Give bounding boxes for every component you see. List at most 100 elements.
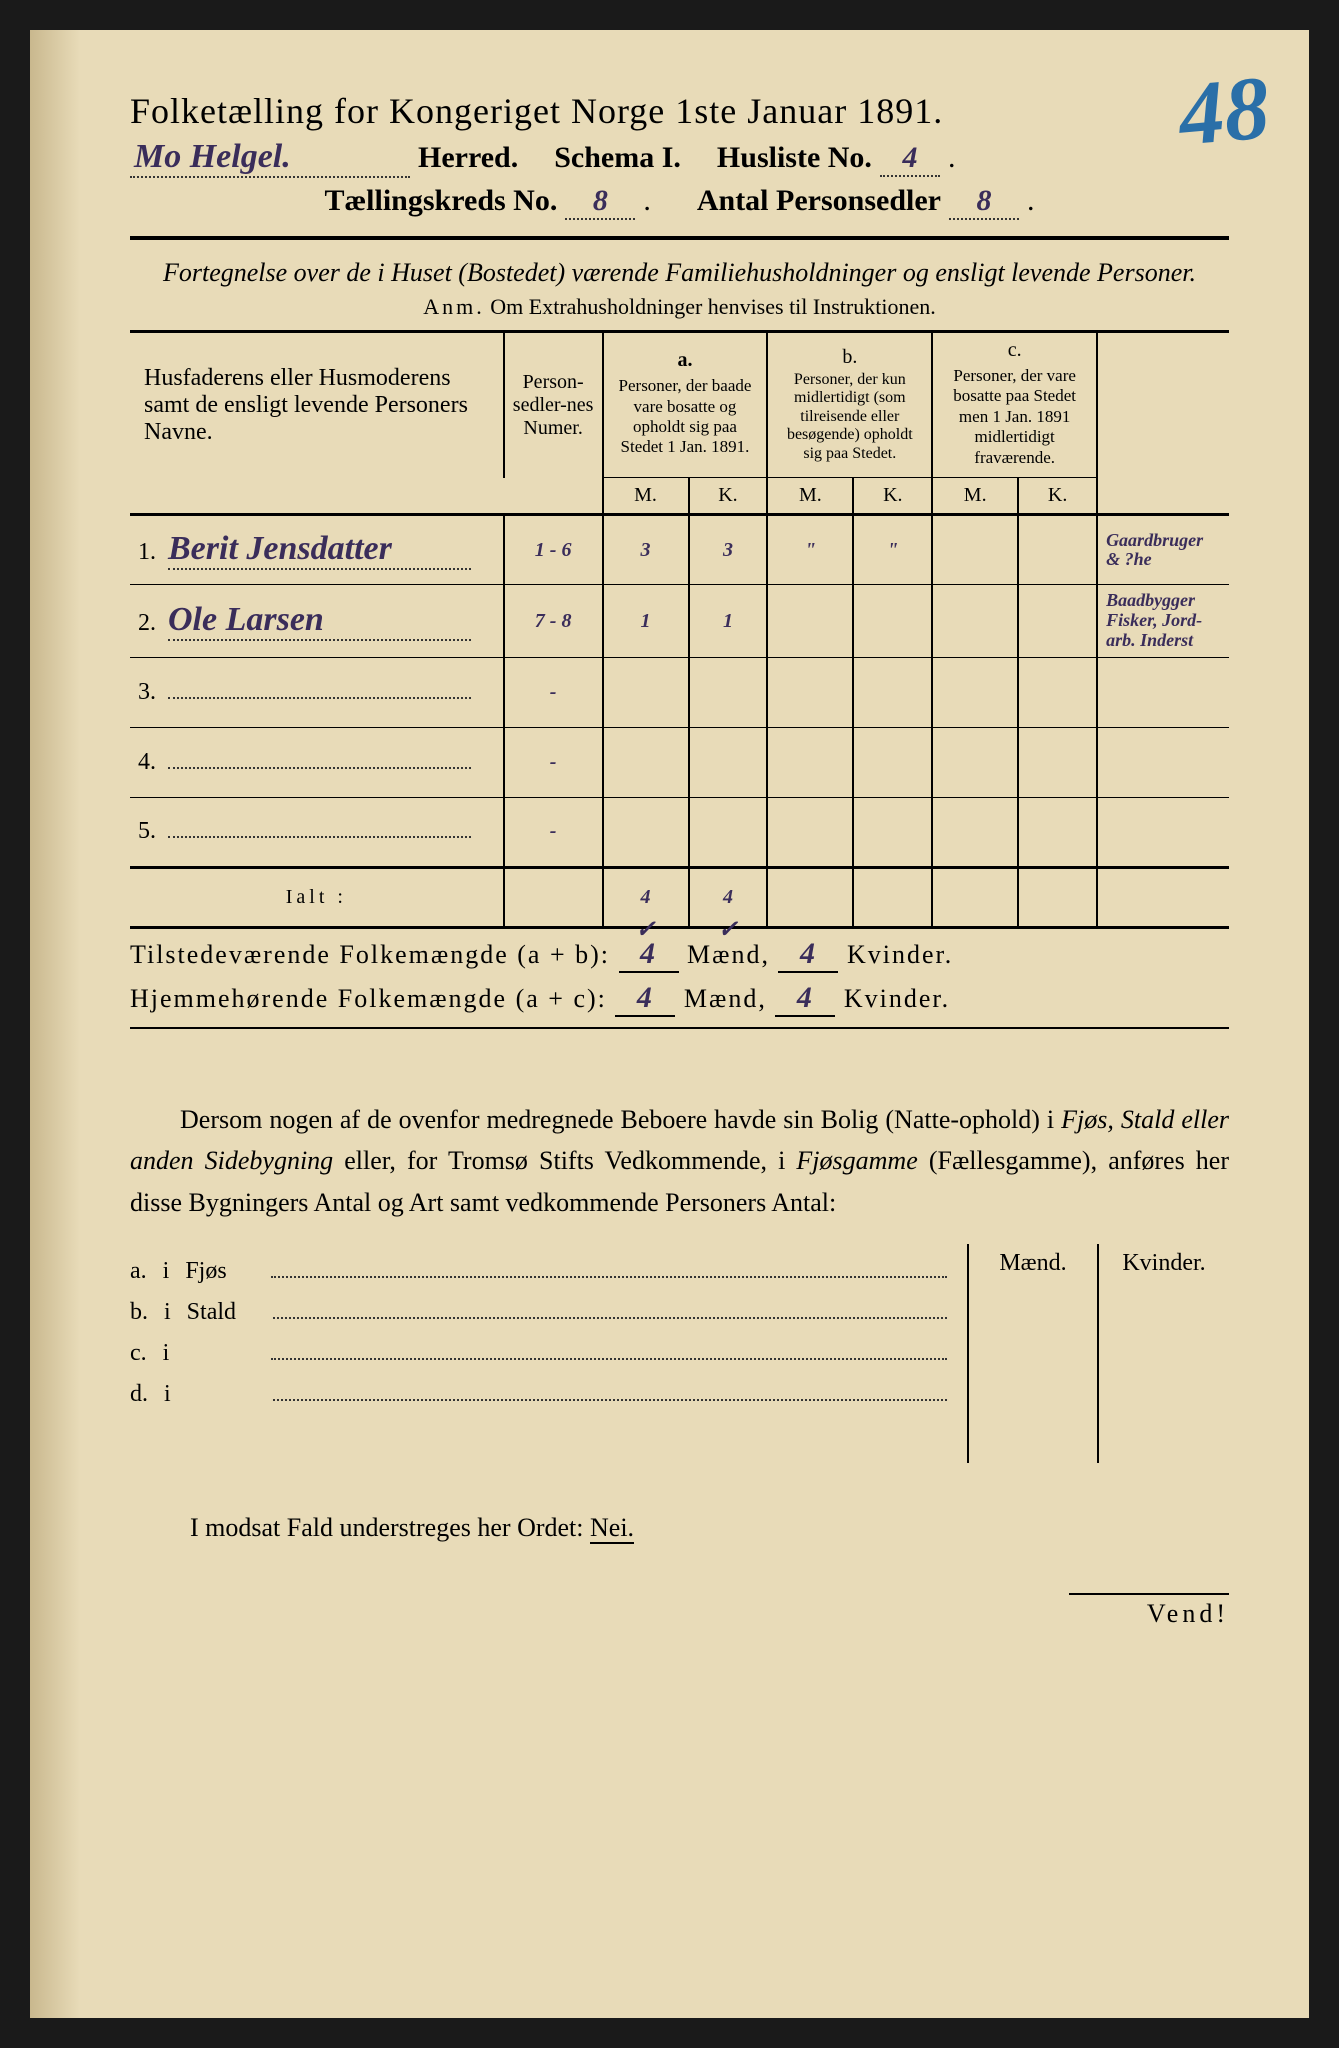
header-line-kreds: Tællingskreds No. 8 . Antal Personsedler… (130, 184, 1229, 220)
row-annotation (1097, 657, 1229, 727)
tilstede-k: 4 (778, 937, 838, 973)
row-c-k (1018, 585, 1097, 657)
col-annot (1097, 332, 1229, 515)
row-name (168, 767, 471, 769)
row-a-m (603, 797, 689, 867)
row-numer: 7 - 8 (504, 585, 603, 657)
row-numer: - (504, 797, 603, 867)
census-form-page: 48 Folketælling for Kongeriget Norge 1st… (0, 0, 1339, 2048)
table-row: 2.Ole Larsen7 - 811Baadbygger Fisker, Jo… (130, 585, 1229, 657)
row-b-k (853, 585, 932, 657)
row-a-k: 1 (689, 585, 768, 657)
row-a-k: 3 (689, 515, 768, 585)
antal-value: 8 (949, 184, 1019, 220)
row-b-k (853, 797, 932, 867)
row-b-m (767, 585, 853, 657)
row-a-k (689, 657, 768, 727)
row-b-m (767, 727, 853, 797)
side-building-list: a.iFjøs b.iStald c.i d.i (130, 1244, 947, 1463)
side-building-row: b.iStald (130, 1295, 947, 1326)
row-b-m (767, 657, 853, 727)
table-row: 1.Berit Jensdatter1 - 633""Gaardbruger &… (130, 515, 1229, 585)
nei-word: Nei. (590, 1513, 634, 1544)
col-a: a. Personer, der baade vare bosatte og o… (603, 332, 768, 478)
row-b-k (853, 727, 932, 797)
col-a-k: K. (689, 478, 768, 515)
row-numer: - (504, 657, 603, 727)
row-c-m (932, 515, 1018, 585)
col-b-m: M. (767, 478, 853, 515)
form-note: Anm. Om Extrahusholdninger henvises til … (130, 294, 1229, 320)
side-building-paragraph: Dersom nogen af de ovenfor medregnede Be… (130, 1099, 1229, 1224)
row-a-m: 3 (603, 515, 689, 585)
row-c-k (1018, 727, 1097, 797)
col-name: Husfaderens eller Husmoderens samt de en… (130, 332, 504, 478)
side-building-row: c.i (130, 1336, 947, 1367)
row-name (168, 697, 471, 699)
herred-value: Mo Helgel. (130, 138, 410, 178)
ialt-a-k: 4 (689, 867, 768, 927)
ialt-label: Ialt : (130, 867, 504, 927)
form-description: Fortegnelse over de i Huset (Bostedet) v… (130, 258, 1229, 288)
row-name: Ole Larsen (168, 601, 471, 641)
side-building-row: d.i (130, 1377, 947, 1408)
husliste-value: 4 (880, 141, 940, 177)
row-a-m: 1 (603, 585, 689, 657)
kreds-value: 8 (565, 184, 635, 220)
household-table: Husfaderens eller Husmoderens samt de en… (130, 330, 1229, 929)
row-numer: 1 - 6 (504, 515, 603, 585)
col-c-k: K. (1018, 478, 1097, 515)
col-b: b. Personer, der kun midlertidigt (som t… (767, 332, 932, 478)
herred-label: Herred. (418, 141, 518, 175)
summary-tilstede: Tilstedeværende Folkemængde (a + b): 4 M… (130, 937, 1229, 973)
row-name: Berit Jensdatter (168, 530, 471, 570)
col-c: c. Personer, der vare bosatte paa Stedet… (932, 332, 1097, 478)
row-c-m (932, 657, 1018, 727)
row-annotation: Baadbygger Fisker, Jord-arb. Inderst (1097, 585, 1229, 657)
row-b-k (853, 657, 932, 727)
side-building-row: a.iFjøs (130, 1254, 947, 1285)
nei-line: I modsat Fald understreges her Ordet: Ne… (190, 1513, 1229, 1543)
mk-kvinder: Kvinder. (1099, 1244, 1229, 1283)
row-b-k: " (853, 515, 932, 585)
husliste-label: Husliste No. (717, 141, 872, 175)
row-c-k (1018, 797, 1097, 867)
row-c-k (1018, 515, 1097, 585)
row-annotation (1097, 797, 1229, 867)
row-annotation (1097, 727, 1229, 797)
col-a-m: M. (603, 478, 689, 515)
row-a-m (603, 657, 689, 727)
side-building-counts: Mænd. Kvinder. (967, 1244, 1229, 1463)
mk-maend: Mænd. (969, 1244, 1099, 1283)
col-b-k: K. (853, 478, 932, 515)
row-annotation: Gaardbruger & ?he (1097, 515, 1229, 585)
row-b-m (767, 797, 853, 867)
side-building-section: a.iFjøs b.iStald c.i d.i Mænd. Kvinder. (130, 1244, 1229, 1463)
row-c-m (932, 585, 1018, 657)
page-number-annotation: 48 (1175, 56, 1274, 166)
row-c-k (1018, 657, 1097, 727)
divider (130, 236, 1229, 240)
table-row: 3.- (130, 657, 1229, 727)
table-row: 4.- (130, 727, 1229, 797)
antal-label: Antal Personsedler (697, 184, 941, 218)
form-title: Folketælling for Kongeriget Norge 1ste J… (130, 90, 1229, 132)
row-a-k (689, 727, 768, 797)
row-b-m: " (767, 515, 853, 585)
row-numer: - (504, 727, 603, 797)
ialt-a-m: 4 (603, 867, 689, 927)
hjemme-k: 4 (775, 981, 835, 1017)
row-a-k (689, 797, 768, 867)
col-c-m: M. (932, 478, 1018, 515)
summary-hjemme: Hjemmehørende Folkemængde (a + c): 4 Mæn… (130, 981, 1229, 1017)
table-row: 5.- (130, 797, 1229, 867)
row-c-m (932, 727, 1018, 797)
schema-label: Schema I. (554, 141, 681, 175)
vend-label: Vend! (1069, 1593, 1229, 1629)
hjemme-m: 4 (615, 981, 675, 1017)
kreds-label: Tællingskreds No. (325, 184, 558, 218)
divider (130, 1027, 1229, 1029)
row-name (168, 836, 471, 838)
row-c-m (932, 797, 1018, 867)
header-line-herred: Mo Helgel. Herred. Schema I. Husliste No… (130, 138, 1229, 178)
